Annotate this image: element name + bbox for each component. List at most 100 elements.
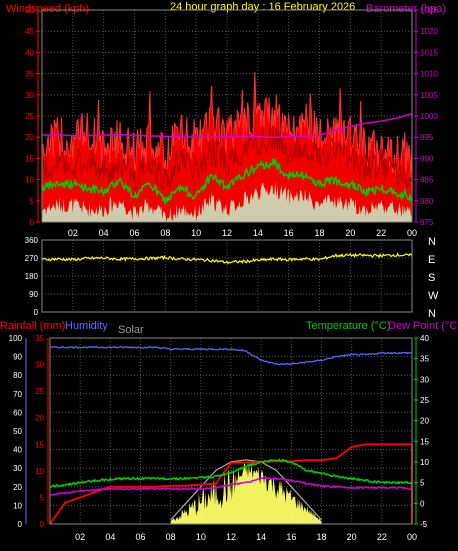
rain-ytick-20: 20 <box>35 414 44 423</box>
rh-xtick-04: 04 <box>105 532 115 542</box>
wind-ytick-15: 15 <box>25 154 34 163</box>
dir-ytick-90: 90 <box>29 290 38 299</box>
rain-ytick-35: 35 <box>35 334 44 343</box>
wind-ytick-40: 40 <box>25 48 34 57</box>
wind-ytick-0: 0 <box>30 218 35 227</box>
wind-xtick-00: 00 <box>407 228 417 238</box>
wind-xtick-12: 12 <box>222 228 232 238</box>
solar-max-line <box>170 459 322 521</box>
wind-ytick-10: 10 <box>25 176 34 185</box>
wind-lull-area <box>42 181 412 222</box>
humidity-ytick-30: 30 <box>13 464 22 473</box>
rain-ytick-25: 25 <box>35 387 44 396</box>
humidity-ytick-10: 10 <box>13 501 22 510</box>
wind-xtick-14: 14 <box>253 228 263 238</box>
rh-xtick-00: 00 <box>407 532 417 542</box>
dir-compass-N-0: N <box>428 308 436 320</box>
temperature-line <box>49 458 413 489</box>
baro-ytick-1005: 1005 <box>420 91 438 100</box>
temp-ytick-40: 40 <box>420 334 429 343</box>
wind-xtick-16: 16 <box>284 228 294 238</box>
baro-ytick-1020: 1020 <box>420 27 438 36</box>
temp-ytick-20: 20 <box>420 417 429 426</box>
humidity-ytick-100: 100 <box>9 334 23 343</box>
wind-ytick-35: 35 <box>25 70 34 79</box>
wind-xtick-08: 08 <box>160 228 170 238</box>
dir-compass-N-360: N <box>428 236 436 248</box>
wind-xtick-06: 06 <box>129 228 139 238</box>
baro-ytick-1010: 1010 <box>420 70 438 79</box>
wind-xtick-04: 04 <box>99 228 109 238</box>
rh-xtick-08: 08 <box>166 532 176 542</box>
wind-ytick-50: 50 <box>25 6 34 15</box>
barometer-line <box>41 113 413 138</box>
windspeed-axis-label: Windspeed (kph) <box>6 3 89 15</box>
temp-ytick--5: -5 <box>420 520 428 529</box>
humidity-axis-label: Humidity <box>65 320 108 332</box>
wind-avg-line <box>41 157 413 205</box>
temp-ytick-0: 0 <box>420 499 425 508</box>
dir-compass-E-270: E <box>428 254 435 266</box>
humidity-ytick-80: 80 <box>13 371 22 380</box>
rainfall-axis-label: Rainfall (mm) <box>0 320 65 332</box>
wind-xtick-20: 20 <box>345 228 355 238</box>
humidity-line <box>49 345 413 366</box>
baro-ytick-980: 980 <box>420 197 434 206</box>
temp-ytick-10: 10 <box>420 458 429 467</box>
dewpoint-axis-label: Dew Point (°C) <box>388 320 458 332</box>
rh-xtick-16: 16 <box>286 532 296 542</box>
wind-frame <box>41 9 413 223</box>
dir-ytick-0: 0 <box>34 308 39 317</box>
rain-ytick-5: 5 <box>40 493 45 502</box>
dir-compass-S-180: S <box>428 272 435 284</box>
rh-xtick-18: 18 <box>316 532 326 542</box>
wind-ytick-20: 20 <box>25 133 34 142</box>
wind-xtick-02: 02 <box>68 228 78 238</box>
wind-ytick-5: 5 <box>30 197 35 206</box>
wind-speed-line <box>41 123 413 191</box>
rh-xtick-02: 02 <box>75 532 85 542</box>
wind-ytick-30: 30 <box>25 91 34 100</box>
humidity-ytick-70: 70 <box>13 390 22 399</box>
rh-xtick-20: 20 <box>347 532 357 542</box>
baro-ytick-1015: 1015 <box>420 48 438 57</box>
wind-ytick-45: 45 <box>25 27 34 36</box>
humidity-ytick-40: 40 <box>13 446 22 455</box>
humidity-ytick-20: 20 <box>13 483 22 492</box>
dir-ytick-270: 270 <box>25 254 39 263</box>
rh-xtick-14: 14 <box>256 532 266 542</box>
rh-xtick-12: 12 <box>226 532 236 542</box>
temp-ytick-5: 5 <box>420 479 425 488</box>
rain-ytick-0: 0 <box>40 520 45 529</box>
temp-ytick-30: 30 <box>420 375 429 384</box>
baro-ytick-1025: 1025 <box>420 6 438 15</box>
rainfall-line <box>49 443 412 525</box>
baro-ytick-990: 990 <box>420 154 434 163</box>
wind-xtick-18: 18 <box>314 228 324 238</box>
dir-compass-W-90: W <box>428 290 439 302</box>
temp-ytick-35: 35 <box>420 355 429 364</box>
temp-ytick-15: 15 <box>420 437 429 446</box>
humidity-ytick-90: 90 <box>13 353 22 362</box>
chart-title: 24 hour graph day : 16 February 2026 <box>170 1 355 13</box>
humidity-ytick-50: 50 <box>13 427 22 436</box>
barometer-axis-label: Barometer (hpa) <box>366 3 446 15</box>
solar-area <box>170 463 322 524</box>
baro-ytick-975: 975 <box>420 218 434 227</box>
humidity-ytick-60: 60 <box>13 408 22 417</box>
wind-ytick-25: 25 <box>25 112 34 121</box>
temp-ytick-25: 25 <box>420 396 429 405</box>
wind-direction-line <box>41 252 413 265</box>
wind-gust-line <box>41 72 413 178</box>
rh-xtick-10: 10 <box>196 532 206 542</box>
dir-ytick-360: 360 <box>25 236 39 245</box>
solar-label: Solar <box>118 324 144 336</box>
wind-xtick-10: 10 <box>191 228 201 238</box>
rain-ytick-10: 10 <box>35 467 44 476</box>
wind-xtick-22: 22 <box>376 228 386 238</box>
rain-ytick-30: 30 <box>35 361 44 370</box>
baro-ytick-985: 985 <box>420 176 434 185</box>
baro-ytick-1000: 1000 <box>420 112 438 121</box>
dewpoint-line <box>49 476 413 497</box>
